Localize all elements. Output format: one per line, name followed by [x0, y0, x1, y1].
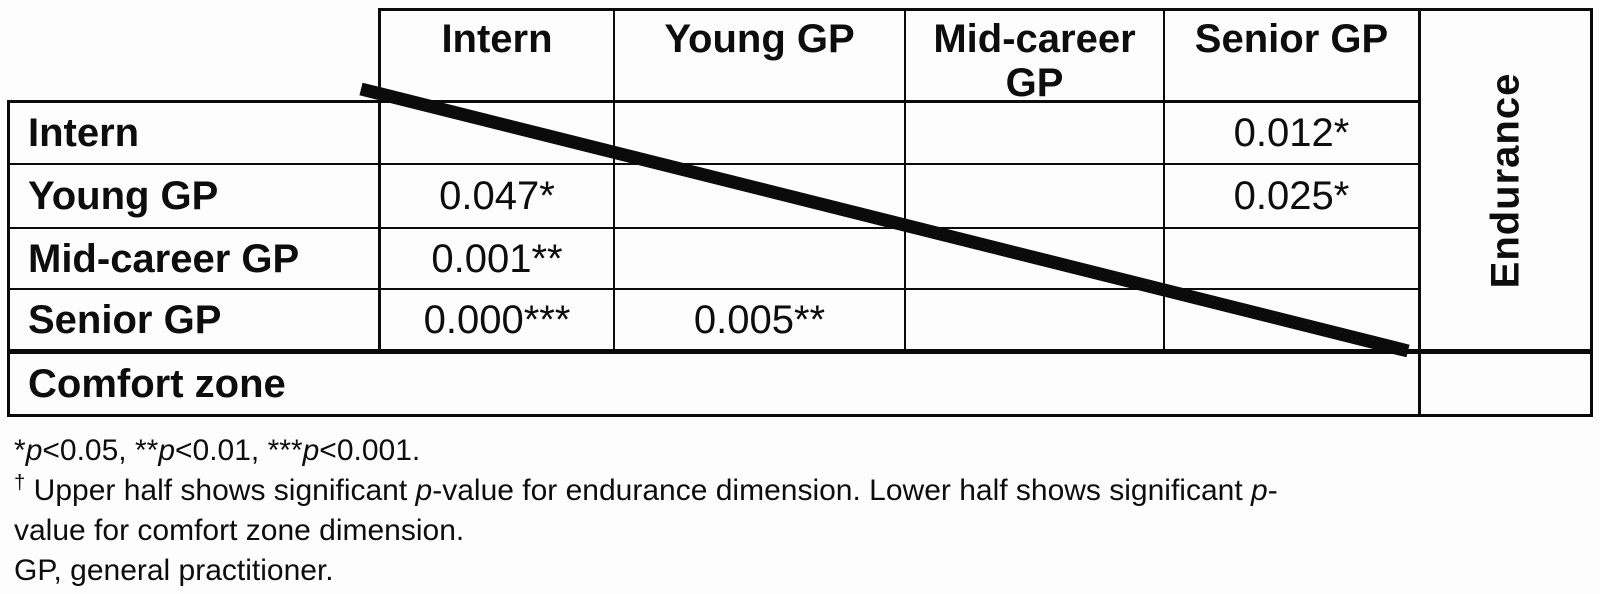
endurance-label: Endurance	[1483, 72, 1527, 288]
pvalue-cell: 0.012*	[1233, 111, 1350, 155]
pvalue-cell: 0.001**	[431, 236, 563, 281]
pvalue-cell	[1165, 290, 1418, 349]
pvalue-cell	[381, 103, 613, 163]
footnote-text-segment: -	[1267, 474, 1278, 507]
pvalue-cell	[615, 165, 904, 227]
pvalue-cell	[906, 103, 1163, 163]
col-header-young-gp: Young GP	[664, 17, 855, 61]
row-label-mid-career-gp: Mid-career GP	[28, 236, 300, 281]
row-label-comfort-zone: Comfort zone	[28, 361, 286, 406]
pvalue-cell: 0.005**	[693, 297, 826, 342]
pvalue-cell: 0.025*	[1233, 174, 1350, 218]
footnote-text-segment: <0.001.	[319, 434, 421, 467]
row-label-intern: Intern	[28, 111, 140, 155]
pvalue-cell	[615, 103, 904, 163]
table-border	[1590, 8, 1593, 417]
italic-p: p	[415, 474, 433, 507]
dagger-note-line-2: value for comfort zone dimension.	[14, 514, 465, 547]
endurance-dimension-cell: Endurance	[1421, 11, 1590, 349]
italic-p: p	[158, 434, 175, 467]
footnote-text-segment: Upper half shows significant	[25, 474, 416, 507]
pvalue-cell	[615, 229, 904, 288]
italic-p: p	[1251, 474, 1268, 507]
table-border	[7, 414, 1593, 417]
abbreviation-note: GP, general practitioner.	[14, 554, 334, 587]
footnote-text-segment: *	[14, 434, 26, 467]
pvalue-cell: 0.047*	[439, 174, 555, 218]
footnote-text-segment: <0.05, **	[42, 434, 159, 467]
col-header-senior-gp: Senior GP	[1194, 17, 1389, 61]
pvalue-cell	[1165, 229, 1418, 288]
dagger-symbol: †	[14, 472, 26, 494]
pvalue-cell: 0.000***	[423, 297, 571, 342]
significance-legend: *p<0.05, **p<0.01, ***p<0.001.	[14, 431, 1574, 471]
table-border	[1418, 8, 1421, 417]
italic-p: p	[302, 434, 320, 467]
dagger-note-line-1: † Upper half shows significant p-value f…	[14, 471, 1574, 511]
row-label-senior-gp: Senior GP	[28, 297, 222, 342]
table-border	[7, 100, 10, 417]
row-label-young-gp: Young GP	[28, 174, 219, 218]
table-footnotes: *p<0.05, **p<0.01, ***p<0.001. † Upper h…	[14, 431, 1574, 591]
italic-p: p	[25, 434, 43, 467]
pvalue-cell	[906, 229, 1163, 288]
col-header-intern: Intern	[441, 17, 553, 61]
col-header-mid-career-gp: Mid-career GP	[933, 17, 1136, 105]
footnote-text-segment: -value for endurance dimension. Lower ha…	[432, 474, 1252, 507]
table-border	[378, 8, 1593, 11]
pvalue-cell	[906, 165, 1163, 227]
pvalue-cell	[906, 290, 1163, 349]
footnote-text-segment: <0.01, ***	[175, 434, 303, 467]
